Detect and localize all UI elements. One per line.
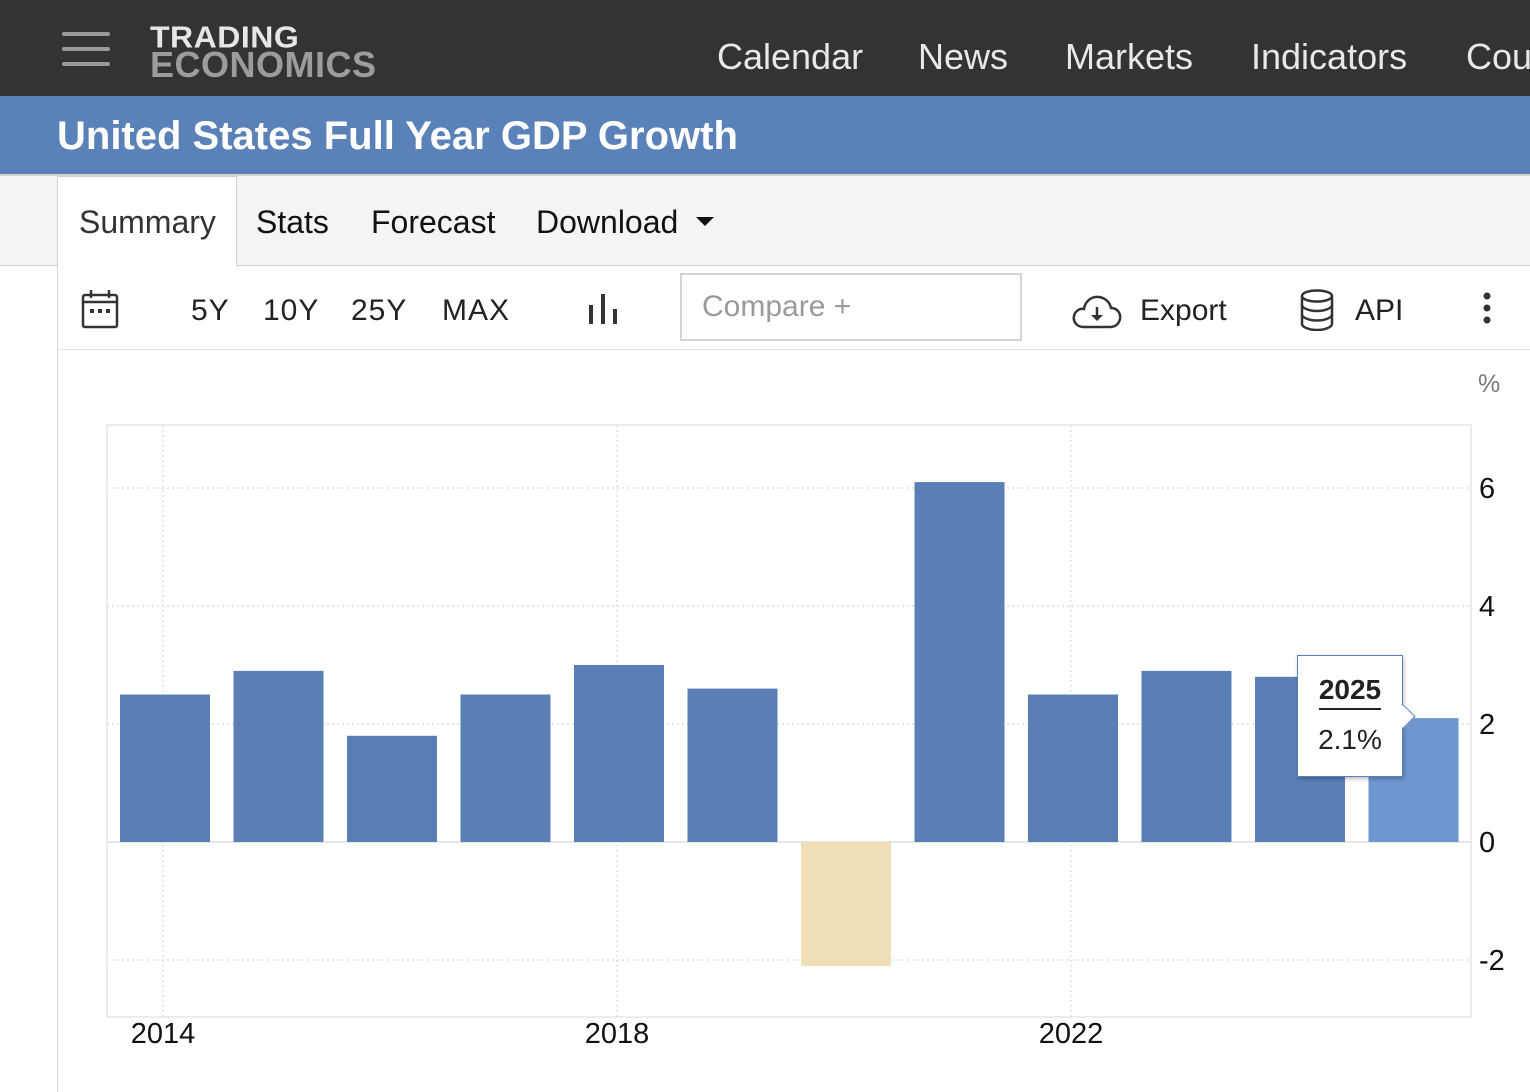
nav-calendar[interactable]: Calendar <box>717 36 864 77</box>
api-button[interactable]: API <box>1355 294 1404 327</box>
plot-area <box>106 424 1472 1018</box>
tooltip-year: 2025 <box>1318 674 1382 710</box>
bar-chart-type-icon[interactable] <box>588 293 618 325</box>
caret-down-icon <box>696 217 715 227</box>
nav-indicators[interactable]: Indicators <box>1251 36 1408 77</box>
bar-2016[interactable] <box>347 735 437 842</box>
range-10y[interactable]: 10Y <box>263 294 320 327</box>
range-max[interactable]: MAX <box>442 294 511 327</box>
more-vertical-icon[interactable] <box>1481 292 1493 326</box>
bar-2023[interactable] <box>1141 670 1232 842</box>
top-navbar: TRADING ECONOMICS Calendar News Markets … <box>0 0 1530 96</box>
x-tick-label: 2014 <box>131 1018 196 1050</box>
logo-line-1: TRADING <box>150 19 300 55</box>
tab-stats[interactable]: Stats <box>256 204 329 240</box>
logo-line-2: ECONOMICS <box>150 44 377 85</box>
tab-summary[interactable]: Summary <box>57 176 237 267</box>
export-button[interactable]: Export <box>1140 294 1227 327</box>
calendar-icon[interactable] <box>81 289 119 329</box>
bar-2019[interactable] <box>687 688 778 842</box>
bar-2020[interactable] <box>801 842 891 966</box>
x-axis-labels: 2014 2018 2022 <box>131 1018 1104 1050</box>
tab-download[interactable]: Download <box>536 204 715 241</box>
chart-toolbar: 5Y 10Y 25Y MAX Export API <box>58 266 1530 350</box>
trading-economics-logo[interactable]: TRADING ECONOMICS <box>150 19 377 85</box>
nav-markets[interactable]: Markets <box>1065 36 1194 77</box>
range-5y[interactable]: 5Y <box>191 294 230 327</box>
tooltip-value: 2.1% <box>1318 724 1382 755</box>
y-unit-label: % <box>1478 370 1500 398</box>
bar-2021[interactable] <box>914 482 1005 842</box>
y-tick-label: 4 <box>1479 591 1495 623</box>
tab-strip: Summary Stats Forecast Download <box>0 176 1530 267</box>
hamburger-menu-icon[interactable] <box>62 30 110 70</box>
nav-news[interactable]: News <box>918 36 1009 77</box>
y-tick-label: 6 <box>1479 473 1495 505</box>
bar-2022[interactable] <box>1028 694 1118 843</box>
cloud-download-icon[interactable] <box>1072 294 1122 330</box>
compare-input[interactable] <box>680 273 1022 341</box>
bar-2014[interactable] <box>120 694 210 843</box>
x-tick-label: 2018 <box>585 1018 650 1050</box>
nav-countries[interactable]: Cou <box>1466 36 1530 77</box>
bars <box>120 482 1459 966</box>
bar-2018[interactable] <box>574 665 664 842</box>
y-tick-label: 0 <box>1479 827 1495 859</box>
database-api-icon[interactable] <box>1299 289 1335 331</box>
title-band: United States Full Year GDP Growth <box>0 96 1530 176</box>
chart-tooltip: 2025 2.1% <box>1297 655 1403 777</box>
tab-download-label: Download <box>536 204 679 240</box>
page-title: United States Full Year GDP Growth <box>57 114 738 158</box>
y-tick-label: -2 <box>1479 945 1505 977</box>
tab-forecast[interactable]: Forecast <box>371 204 496 240</box>
y-axis-labels: -2 0 2 4 6 <box>1479 473 1505 977</box>
x-tick-label: 2022 <box>1039 1018 1104 1050</box>
bar-2017[interactable] <box>460 694 551 843</box>
range-25y[interactable]: 25Y <box>351 294 408 327</box>
y-tick-label: 2 <box>1479 709 1495 741</box>
bar-2015[interactable] <box>233 670 324 842</box>
